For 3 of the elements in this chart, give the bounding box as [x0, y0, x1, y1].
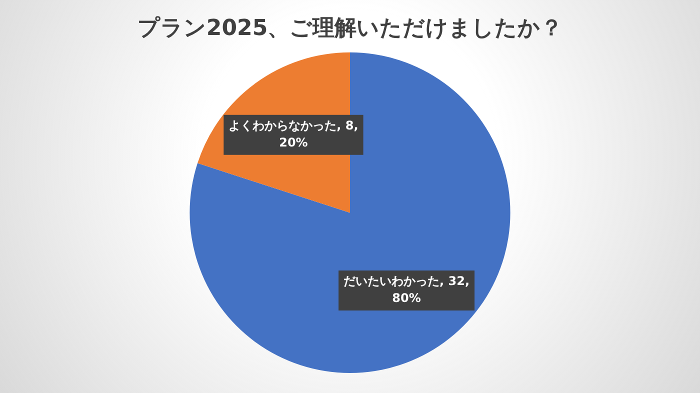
chart-title: プラン2025、ご理解いただけましたか？	[137, 16, 563, 41]
slice-label: よくわからなかった, 8, 20%	[228, 118, 358, 150]
slice-label: だいたいわかった, 32, 80%	[344, 274, 470, 306]
